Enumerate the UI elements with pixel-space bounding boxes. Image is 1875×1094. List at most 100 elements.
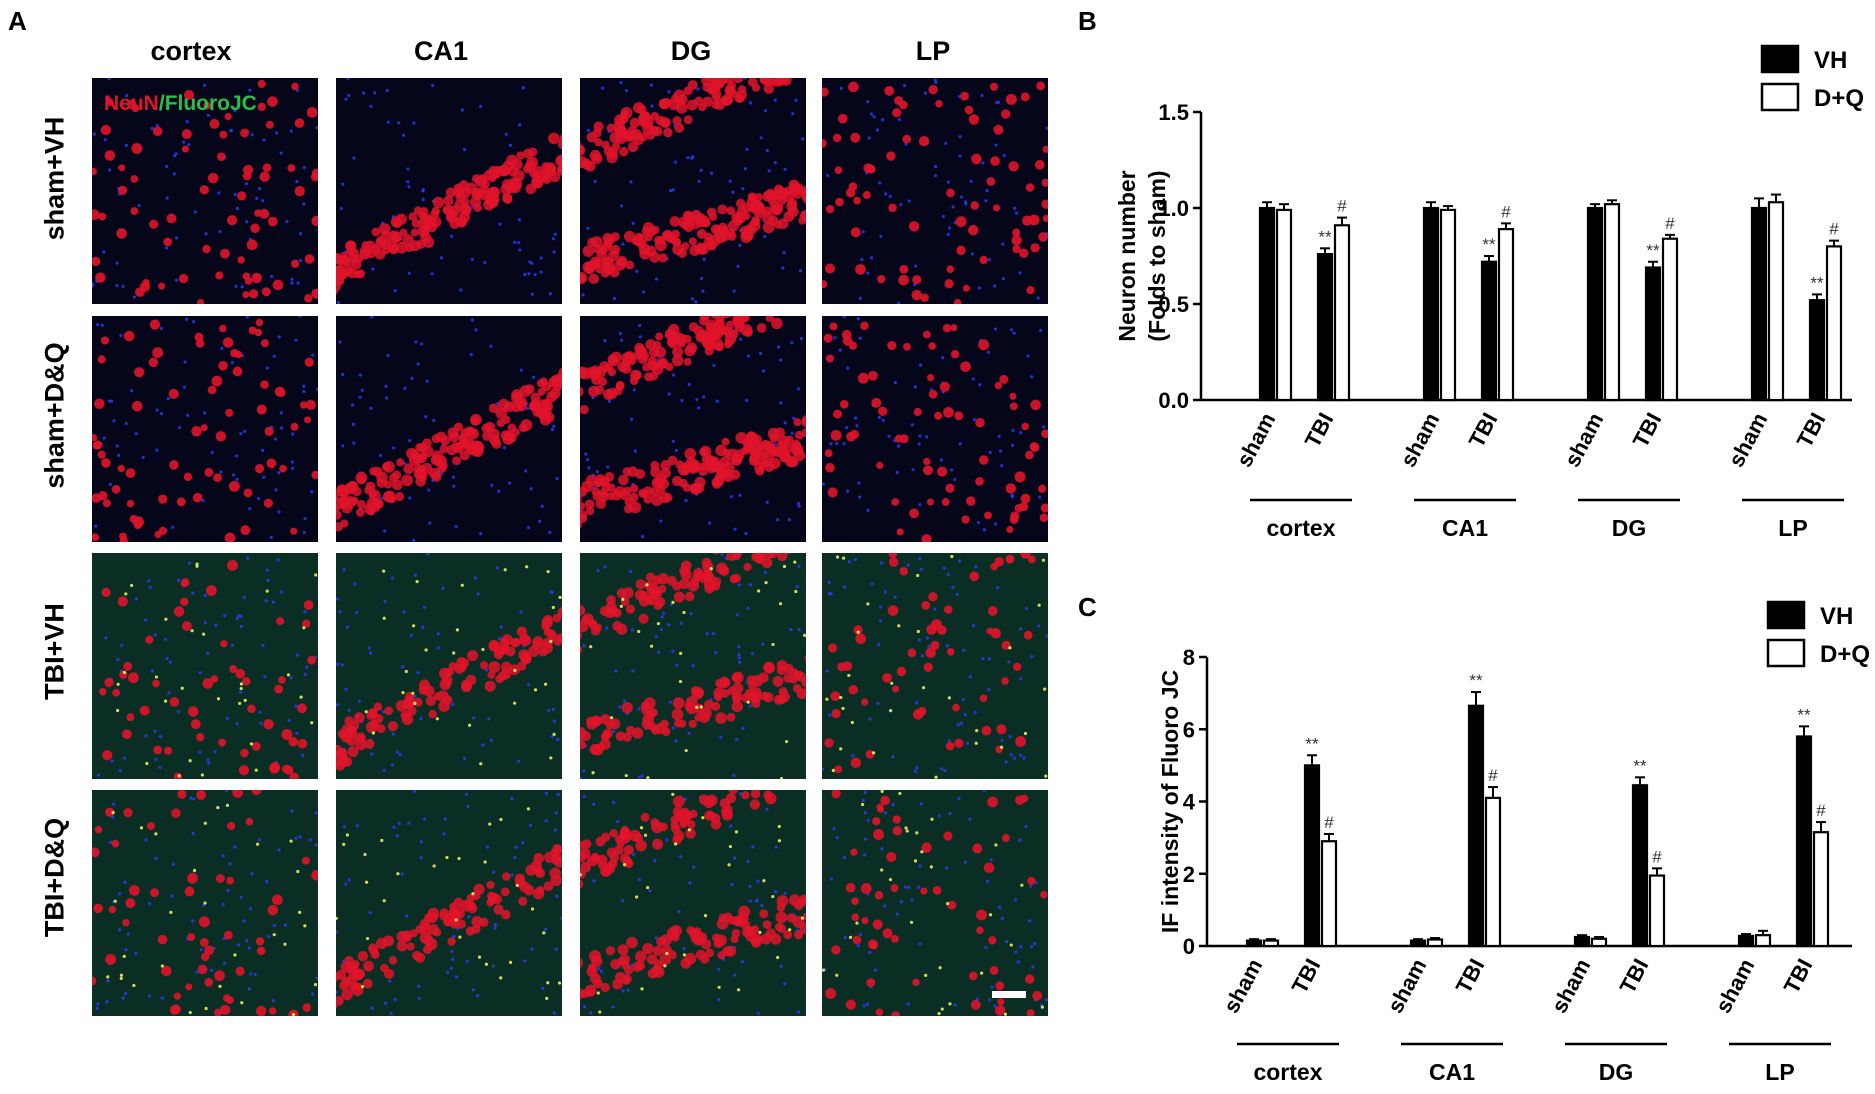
neuron-dot xyxy=(473,203,482,212)
neuron-dot xyxy=(1001,109,1011,119)
nucleus-dot xyxy=(907,199,911,203)
nucleus-dot xyxy=(115,444,119,448)
neuron-dot xyxy=(500,430,512,441)
neuron-dot xyxy=(1012,244,1021,254)
nucleus-dot xyxy=(779,401,783,405)
neuron-dot xyxy=(988,936,997,945)
neuron-dot xyxy=(831,790,841,799)
neuron-dot xyxy=(363,960,374,972)
neuron-dot xyxy=(264,426,274,436)
degenerating-cell-dot xyxy=(665,951,669,956)
nucleus-dot xyxy=(277,510,281,514)
nucleus-dot xyxy=(975,997,979,1001)
neuron-dot xyxy=(594,138,603,147)
degenerating-cell-dot xyxy=(656,621,660,626)
nucleus-dot xyxy=(201,498,205,503)
neuron-dot xyxy=(890,934,899,943)
degenerating-cell-dot xyxy=(177,774,181,778)
degenerating-cell-dot xyxy=(937,1011,941,1016)
neuron-dot xyxy=(131,142,143,154)
degenerating-cell-dot xyxy=(413,701,417,706)
neuron-dot xyxy=(169,697,180,707)
nucleus-dot xyxy=(526,526,531,530)
nucleus-dot xyxy=(124,421,128,426)
neuron-dot xyxy=(116,228,127,239)
nucleus-dot xyxy=(945,644,949,648)
nucleus-dot xyxy=(950,468,954,472)
neuron-dot xyxy=(848,81,859,93)
neuron-dot xyxy=(751,456,760,465)
neuron-dot xyxy=(119,532,128,541)
degenerating-cell-dot xyxy=(734,830,739,834)
neuron-dot xyxy=(697,329,710,342)
nucleus-dot xyxy=(96,773,101,777)
neuron-dot xyxy=(598,377,608,387)
neuron-dot xyxy=(488,403,499,413)
nucleus-dot xyxy=(336,662,340,666)
neuron-dot xyxy=(387,720,399,732)
nucleus-dot xyxy=(233,193,237,197)
neuron-dot xyxy=(173,606,185,617)
neuron-dot xyxy=(111,839,120,848)
nucleus-dot xyxy=(155,123,159,128)
nucleus-dot xyxy=(392,825,396,829)
nucleus-dot xyxy=(414,340,418,344)
micrograph-ca1-4 xyxy=(336,790,562,1016)
nucleus-dot xyxy=(987,998,992,1002)
nucleus-dot xyxy=(822,482,825,486)
degenerating-cell-dot xyxy=(701,816,705,820)
neuron-dot xyxy=(228,480,240,492)
neuron-dot xyxy=(432,196,445,209)
nucleus-dot xyxy=(154,757,158,762)
nucleus-dot xyxy=(631,221,635,225)
nucleus-dot xyxy=(863,853,867,857)
nucleus-dot xyxy=(310,992,315,996)
nucleus-dot xyxy=(774,845,778,849)
nucleus-dot xyxy=(370,1006,374,1010)
nucleus-dot xyxy=(112,802,116,806)
neuron-dot xyxy=(775,911,788,924)
nucleus-dot xyxy=(513,855,517,860)
degenerating-cell-dot xyxy=(866,602,870,606)
neuron-dot xyxy=(702,96,713,108)
degenerating-cell-dot xyxy=(703,914,708,918)
nucleus-dot xyxy=(531,375,536,379)
neuron-dot xyxy=(923,662,933,672)
nucleus-dot xyxy=(115,284,119,288)
neuron-dot xyxy=(294,186,305,197)
neuron-dot xyxy=(290,259,300,268)
neuron-dot xyxy=(822,87,829,97)
micrograph-image xyxy=(336,790,562,1016)
neuron-dot xyxy=(928,84,938,95)
neuron-dot xyxy=(580,957,584,968)
nucleus-dot xyxy=(121,284,125,288)
neuron-dot xyxy=(580,155,582,163)
nucleus-dot xyxy=(1018,271,1022,275)
nucleus-dot xyxy=(165,656,169,661)
degenerating-cell-dot xyxy=(546,569,550,574)
nucleus-dot xyxy=(352,156,356,160)
neuron-dot xyxy=(955,216,967,228)
neuron-dot xyxy=(617,257,627,267)
micrograph-cortex-2 xyxy=(92,316,318,542)
nucleus-dot xyxy=(878,619,883,623)
degenerating-cell-dot xyxy=(645,583,649,587)
degenerating-cell-dot xyxy=(239,686,243,691)
bar-vh-lp-tbi xyxy=(1795,735,1813,948)
neuron-dot xyxy=(892,826,902,836)
neuron-dot xyxy=(92,167,98,176)
nucleus-dot xyxy=(274,488,278,492)
nucleus-dot xyxy=(167,691,171,695)
nucleus-dot xyxy=(767,169,771,173)
nucleus-dot xyxy=(797,628,801,632)
nucleus-dot xyxy=(338,340,342,344)
neuron-dot xyxy=(542,398,552,407)
degenerating-cell-dot xyxy=(363,852,367,857)
nucleus-dot xyxy=(191,320,196,324)
nucleus-dot xyxy=(258,710,262,714)
nucleus-dot xyxy=(756,879,760,883)
nucleus-dot xyxy=(893,380,897,385)
degenerating-cell-dot xyxy=(145,761,149,766)
nucleus-dot xyxy=(261,199,265,203)
neuron-dot xyxy=(266,458,277,469)
